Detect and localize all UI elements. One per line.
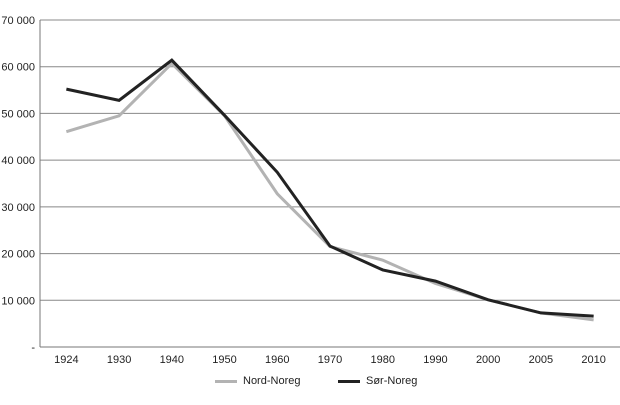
series-line-s-r-noreg: [66, 58, 594, 318]
x-tick-label: 1970: [318, 354, 342, 366]
x-tick-label: 1950: [212, 354, 236, 366]
x-tick-label: 1960: [265, 354, 289, 366]
y-tick-label: 10 000: [1, 295, 35, 307]
y-tick-label: 60 000: [1, 62, 35, 74]
gridlines: [40, 19, 620, 301]
series-line-nord-noreg: [65, 61, 594, 322]
x-tick-label: 2000: [476, 354, 500, 366]
line-chart: - 10 000 20 000 30 000 40 000 50 000 60 000 70 …: [1, 15, 620, 366]
legend-swatch-sor-noreg: [338, 379, 360, 383]
y-tick-label: 20 000: [1, 249, 35, 261]
y-tick-label: 70 000: [1, 15, 35, 27]
x-tick-label: 1924: [54, 354, 78, 366]
x-tick-label: 1980: [370, 354, 394, 366]
x-tick-label: 2010: [581, 354, 605, 366]
y-tick-label: 50 000: [1, 108, 35, 120]
x-axis-ticks: 1924 1930 1940 1950 1960 1970 1980 1990 2000 2005…: [54, 354, 606, 366]
legend-item-nord-noreg: Nord-Noreg: [215, 375, 300, 387]
legend-label-sor-noreg: Sør-Noreg: [366, 375, 418, 387]
legend-label-nord-noreg: Nord-Noreg: [243, 375, 301, 387]
x-tick-label: 1930: [107, 354, 131, 366]
series-lines: [65, 58, 594, 322]
x-tick-label: 1990: [423, 354, 447, 366]
x-tick-label: 1940: [160, 354, 184, 366]
x-tick-label: 2005: [529, 354, 553, 366]
y-tick-label: -: [31, 342, 35, 354]
legend-swatch-nord-noreg: [215, 379, 237, 383]
legend: Nord-Noreg Sør-Noreg: [0, 375, 620, 393]
y-axis-ticks: - 10 000 20 000 30 000 40 000 50 000 60 000 70 …: [1, 15, 35, 354]
y-tick-label: 30 000: [1, 202, 35, 214]
legend-item-sor-noreg: Sør-Noreg: [338, 375, 417, 387]
y-tick-label: 40 000: [1, 155, 35, 167]
